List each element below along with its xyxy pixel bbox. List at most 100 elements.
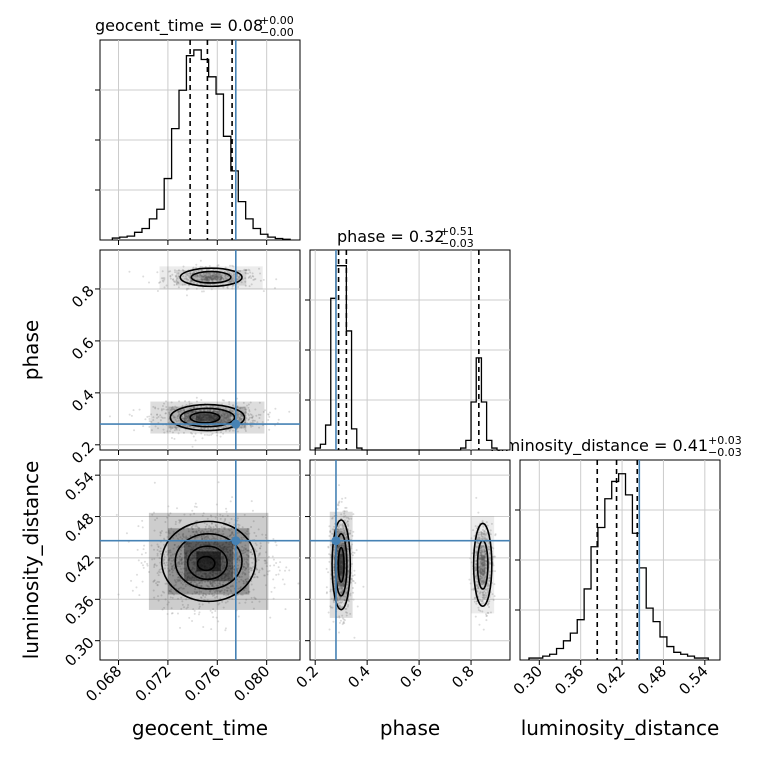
phase-vs-geocent-time-sample <box>248 269 251 272</box>
ld-vs-phase-sample <box>329 605 332 608</box>
phase-vs-geocent-time-sample <box>192 266 195 269</box>
phase-vs-geocent-time-sample <box>224 273 227 276</box>
phase-vs-geocent-time-sample <box>194 274 197 277</box>
phase-vs-geocent-time-sample <box>217 272 220 275</box>
phase-vs-geocent-time-sample <box>249 413 252 416</box>
phase-vs-geocent-time-sample <box>198 279 201 282</box>
ld-vs-geocent-time-sample <box>163 606 166 609</box>
ld-vs-geocent-time-sample <box>205 575 208 578</box>
ld-vs-geocent-time-sample <box>224 629 227 632</box>
ld-vs-geocent-time-sample <box>207 527 210 530</box>
phase-vs-geocent-time-sample <box>250 425 253 428</box>
ld-vs-geocent-time-sample <box>200 574 203 577</box>
ld-vs-geocent-time-sample <box>146 564 149 567</box>
ld-vs-geocent-time-sample <box>229 549 232 552</box>
ld-vs-phase-sample <box>329 544 332 547</box>
ld-vs-geocent-time-sample <box>211 573 214 576</box>
ld-vs-geocent-time-sample <box>218 583 221 586</box>
ld-vs-geocent-time-sample <box>226 593 229 596</box>
phase-vs-geocent-time-sample <box>191 411 194 414</box>
phase-vs-geocent-time-truth-point <box>231 419 241 429</box>
ld-vs-phase-sample <box>343 529 346 532</box>
ld-vs-geocent-time-sample <box>193 552 196 555</box>
phase-vs-geocent-time-sample <box>163 431 166 434</box>
ld-vs-geocent-time-sample <box>244 569 247 572</box>
phase-vs-geocent-time-sample <box>224 408 227 411</box>
phase-vs-geocent-time-sample <box>188 414 191 417</box>
ld-vs-phase-sample <box>339 574 342 577</box>
ld-vs-geocent-time-sample <box>275 544 278 547</box>
phase-vs-geocent-time-sample <box>231 277 234 280</box>
ld-vs-geocent-time-sample <box>187 571 190 574</box>
ld-vs-geocent-time-sample <box>219 590 222 593</box>
ld-vs-phase-sample <box>350 577 353 580</box>
ld-vs-phase-sample <box>345 614 348 617</box>
ld-vs-geocent-time-sample <box>160 529 163 532</box>
ld-vs-geocent-time-sample <box>211 580 214 583</box>
phase-vs-geocent-time-sample <box>228 429 231 432</box>
ld-vs-phase-sample <box>350 547 353 550</box>
ld-vs-geocent-time-sample <box>211 581 214 584</box>
ld-vs-geocent-time-sample <box>187 575 190 578</box>
phase-vs-geocent-time-sample <box>211 417 214 420</box>
phase-vs-geocent-time-sample <box>220 277 223 280</box>
phase-vs-geocent-time-sample <box>239 415 242 418</box>
ld-vs-geocent-time-sample <box>195 506 198 509</box>
phase-vs-geocent-time-sample <box>192 406 195 409</box>
ld-vs-geocent-time-sample <box>231 556 234 559</box>
phase-vs-geocent-time-sample <box>193 270 196 273</box>
ld-vs-geocent-time-sample <box>230 571 233 574</box>
ld-vs-geocent-time-sample <box>184 585 187 588</box>
ld-vs-geocent-time-sample <box>207 530 210 533</box>
ld-vs-geocent-time-sample <box>193 554 196 557</box>
ld-vs-phase-sample <box>344 534 347 537</box>
ld-vs-geocent-time-sample <box>261 567 264 570</box>
phase-vs-geocent-time-sample <box>202 419 205 422</box>
ld-vs-geocent-time-sample <box>193 561 196 564</box>
ld-vs-geocent-time-sample <box>204 596 207 599</box>
phase-vs-geocent-time-sample <box>199 265 202 268</box>
phase-vs-geocent-time-sample <box>209 416 212 419</box>
phase-vs-geocent-time-sample <box>237 277 240 280</box>
phase-vs-geocent-time-sample <box>216 417 219 420</box>
ld-vs-geocent-time-sample <box>217 584 220 587</box>
ld-vs-geocent-time-sample <box>214 516 217 519</box>
phase-vs-geocent-time-sample <box>205 279 208 282</box>
phase-vs-geocent-time-sample <box>199 412 202 415</box>
phase-vs-geocent-time-sample <box>186 287 189 290</box>
phase-vs-geocent-time-sample <box>174 275 177 278</box>
ld-vs-geocent-time-sample <box>212 616 215 619</box>
ld-vs-phase-sample <box>340 554 343 557</box>
ld-vs-geocent-time-sample <box>243 558 246 561</box>
ld-vs-geocent-time-sample <box>209 526 212 529</box>
phase-vs-geocent-time-sample <box>163 277 166 280</box>
phase-vs-geocent-time-sample <box>222 418 225 421</box>
ld-vs-phase-sample <box>347 516 350 519</box>
phase-vs-geocent-time-sample <box>174 405 177 408</box>
ld-vs-geocent-time-sample <box>183 552 186 555</box>
ld-vs-geocent-time-sample <box>223 526 226 529</box>
ld-vs-geocent-time-sample <box>225 586 228 589</box>
ld-vs-geocent-time-sample <box>217 532 220 535</box>
phase-vs-geocent-time-sample <box>273 287 276 290</box>
ld-vs-geocent-time-sample <box>220 558 223 561</box>
ld-vs-geocent-time-sample <box>200 579 203 582</box>
phase-vs-geocent-time-sample <box>203 412 206 415</box>
phase-vs-geocent-time-sample <box>170 401 173 404</box>
ld-vs-geocent-time-sample <box>163 567 166 570</box>
ld-vs-geocent-time-sample <box>180 558 183 561</box>
ld-vs-geocent-time-sample <box>236 557 239 560</box>
phase-vs-geocent-time-sample <box>248 410 251 413</box>
phase-vs-geocent-time-sample <box>164 412 167 415</box>
phase-vs-geocent-time-sample <box>169 270 172 273</box>
ld-vs-geocent-time-sample <box>250 596 253 599</box>
ld-vs-geocent-time-sample <box>226 550 229 553</box>
ld-vs-geocent-time-sample <box>193 579 196 582</box>
ld-vs-geocent-time-sample <box>206 584 209 587</box>
phase-vs-geocent-time-sample <box>215 410 218 413</box>
ld-vs-geocent-time-sample <box>187 603 190 606</box>
ld-vs-geocent-time-sample <box>249 566 252 569</box>
ld-vs-phase-sample <box>331 606 334 609</box>
ld-vs-geocent-time-sample <box>254 598 257 601</box>
phase-vs-geocent-time-sample <box>194 410 197 413</box>
